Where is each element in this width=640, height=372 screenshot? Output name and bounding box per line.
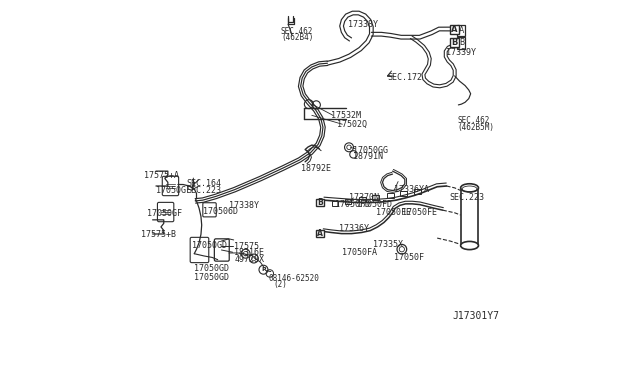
Text: 17335X: 17335X xyxy=(373,240,403,249)
Text: 18792E: 18792E xyxy=(301,164,332,173)
Text: SEC.223: SEC.223 xyxy=(186,186,221,195)
Text: J17301Y7: J17301Y7 xyxy=(452,311,499,321)
Bar xyxy=(344,199,351,204)
FancyBboxPatch shape xyxy=(450,38,459,46)
Text: 17050GD: 17050GD xyxy=(195,273,229,282)
Text: SEC.462: SEC.462 xyxy=(458,116,490,125)
Text: 18791N: 18791N xyxy=(353,153,383,161)
Text: 17050FD: 17050FD xyxy=(357,200,392,209)
Bar xyxy=(401,191,407,196)
Text: SEC.164: SEC.164 xyxy=(186,179,221,187)
Text: 17050GF: 17050GF xyxy=(156,186,191,195)
Text: 17050F: 17050F xyxy=(394,253,424,262)
Bar xyxy=(332,201,338,206)
Text: 17339Y: 17339Y xyxy=(447,48,476,57)
Text: B: B xyxy=(317,198,323,207)
Text: SEC.223: SEC.223 xyxy=(449,193,484,202)
Text: (462B5M): (462B5M) xyxy=(458,123,495,132)
Text: 17050FE: 17050FE xyxy=(402,208,437,217)
Text: 17050FA: 17050FA xyxy=(342,248,376,257)
Text: 49729X: 49729X xyxy=(234,255,264,264)
Text: 17050FE: 17050FE xyxy=(376,208,411,217)
Text: 17050GF: 17050GF xyxy=(147,209,182,218)
Text: (2): (2) xyxy=(273,280,287,289)
Text: 17050GD: 17050GD xyxy=(193,264,228,273)
Circle shape xyxy=(259,265,268,274)
FancyBboxPatch shape xyxy=(461,188,479,246)
Text: 18316E: 18316E xyxy=(234,248,264,257)
Bar xyxy=(360,197,366,202)
FancyBboxPatch shape xyxy=(316,230,324,237)
Text: R: R xyxy=(261,267,266,272)
Text: 17575+A: 17575+A xyxy=(145,171,179,180)
Text: 17575+B: 17575+B xyxy=(141,230,177,239)
Text: 17338Y: 17338Y xyxy=(229,201,259,210)
Text: B: B xyxy=(451,38,458,46)
Text: 17336YA: 17336YA xyxy=(394,185,429,194)
Ellipse shape xyxy=(461,241,479,250)
Ellipse shape xyxy=(461,184,479,192)
Text: B: B xyxy=(459,38,464,47)
Text: 17338Y: 17338Y xyxy=(348,20,378,29)
Text: 17336Y: 17336Y xyxy=(339,224,369,233)
Text: 17502Q: 17502Q xyxy=(337,120,367,129)
Text: SEC.462: SEC.462 xyxy=(281,27,314,36)
Text: 17050FD: 17050FD xyxy=(335,200,370,209)
Text: 17050GD: 17050GD xyxy=(191,241,227,250)
Text: A: A xyxy=(317,229,323,238)
Text: 08146-62520: 08146-62520 xyxy=(269,274,319,283)
Bar xyxy=(387,193,394,198)
Text: A: A xyxy=(459,26,464,35)
Bar xyxy=(372,195,379,200)
FancyBboxPatch shape xyxy=(450,25,459,34)
FancyBboxPatch shape xyxy=(316,199,324,206)
Text: 17050GG: 17050GG xyxy=(353,146,388,155)
Text: 17532M: 17532M xyxy=(331,111,361,120)
Text: (462B4): (462B4) xyxy=(281,33,314,42)
Bar xyxy=(414,189,421,195)
Text: A: A xyxy=(451,25,458,34)
Text: 17370N: 17370N xyxy=(349,193,379,202)
Text: 170506D: 170506D xyxy=(203,207,238,216)
Text: SEC.172: SEC.172 xyxy=(387,73,422,81)
Text: 17575: 17575 xyxy=(234,242,259,251)
